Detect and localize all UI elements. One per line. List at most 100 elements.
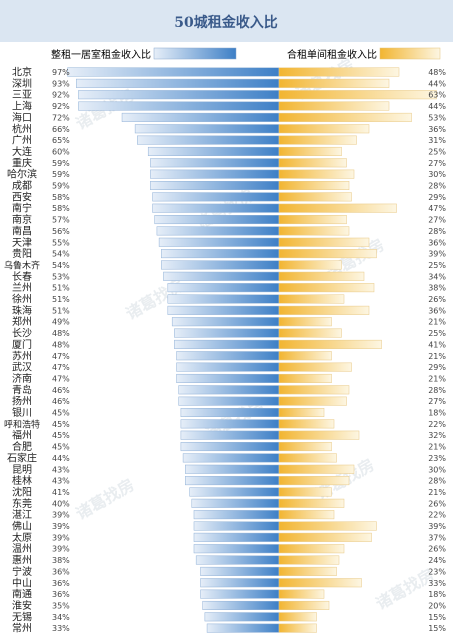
city-label: 沈阳	[12, 485, 32, 498]
chart-title: 50城租金收入比	[174, 14, 277, 31]
bar-whole-rent	[178, 396, 280, 406]
value-label-whole-rent: 45%	[52, 443, 70, 452]
bars	[67, 67, 437, 633]
bar-whole-rent	[176, 373, 280, 383]
city-label: 青岛	[12, 383, 32, 396]
bar-shared-rent	[278, 283, 375, 293]
bar-shared-rent	[278, 419, 335, 429]
city-label: 太原	[12, 531, 32, 544]
value-label-shared-rent: 30%	[428, 170, 446, 179]
city-label: 西安	[12, 190, 32, 203]
bar-whole-rent	[152, 192, 280, 202]
bar-whole-rent	[156, 226, 280, 236]
city-label: 东莞	[12, 497, 32, 510]
bar-shared-rent	[278, 78, 390, 88]
city-label: 惠州	[12, 554, 32, 567]
bar-whole-rent	[161, 260, 280, 270]
bar-shared-rent	[278, 453, 337, 463]
value-label-whole-rent: 51%	[52, 295, 70, 304]
bar-whole-rent	[154, 215, 280, 225]
city-label: 长春	[12, 271, 32, 283]
bar-whole-rent	[191, 498, 280, 508]
value-label-shared-rent: 27%	[428, 216, 446, 225]
bar-whole-rent	[150, 169, 280, 179]
bar-shared-rent	[278, 158, 347, 168]
value-label-whole-rent: 47%	[52, 374, 70, 383]
value-label-whole-rent: 34%	[52, 613, 70, 622]
bar-whole-rent	[195, 555, 280, 565]
bar-shared-rent	[278, 339, 382, 349]
bar-whole-rent	[180, 430, 280, 440]
legend: 整租一居室租金收入比 合租单间租金收入比	[51, 47, 441, 61]
value-label-whole-rent: 54%	[52, 250, 70, 259]
bar-shared-rent	[278, 203, 397, 213]
value-label-shared-rent: 23%	[428, 567, 446, 576]
value-label-shared-rent: 44%	[428, 79, 446, 88]
value-label-whole-rent: 38%	[52, 556, 70, 565]
bar-whole-rent	[180, 442, 280, 452]
value-label-whole-rent: 57%	[52, 216, 70, 225]
bar-whole-rent	[158, 237, 280, 247]
value-label-shared-rent: 47%	[428, 204, 446, 213]
bar-shared-rent	[278, 464, 355, 474]
value-label-whole-rent: 39%	[52, 545, 70, 554]
value-label-shared-rent: 36%	[428, 306, 446, 315]
city-label: 湛江	[12, 509, 32, 521]
value-label-whole-rent: 33%	[52, 624, 70, 633]
value-label-whole-rent: 51%	[52, 284, 70, 293]
value-label-shared-rent: 21%	[428, 488, 446, 497]
value-label-shared-rent: 18%	[428, 409, 446, 418]
city-label: 哈尔滨	[7, 168, 37, 181]
value-label-shared-rent: 25%	[428, 261, 446, 270]
city-label: 淮安	[12, 599, 32, 612]
bar-shared-rent	[278, 101, 390, 111]
city-label: 呼和浩特	[4, 418, 40, 430]
legend-left-swatch	[153, 47, 237, 60]
value-label-whole-rent: 48%	[52, 340, 70, 349]
value-label-whole-rent: 97%	[52, 68, 70, 77]
bar-whole-rent	[193, 521, 280, 531]
value-label-whole-rent: 36%	[52, 590, 70, 599]
value-label-shared-rent: 27%	[428, 159, 446, 168]
bar-whole-rent	[185, 476, 280, 486]
city-label: 乌鲁木齐	[4, 259, 40, 271]
value-label-shared-rent: 26%	[428, 499, 446, 508]
value-label-shared-rent: 53%	[428, 113, 446, 122]
city-label: 中山	[12, 576, 32, 589]
bar-whole-rent	[134, 124, 280, 134]
legend-right-label: 合租单间租金收入比	[287, 48, 377, 61]
value-label-shared-rent: 36%	[428, 125, 446, 134]
bar-shared-rent	[278, 146, 342, 156]
bar-shared-rent	[278, 362, 352, 372]
value-label-whole-rent: 55%	[52, 238, 70, 247]
bar-shared-rent	[278, 408, 325, 417]
bar-shared-rent	[278, 623, 317, 633]
city-label: 桂林	[12, 474, 32, 487]
bar-shared-rent	[278, 328, 342, 338]
value-label-whole-rent: 41%	[52, 488, 70, 497]
bar-shared-rent	[278, 226, 350, 236]
bar-shared-rent	[278, 90, 437, 100]
bar-whole-rent	[182, 453, 280, 463]
city-label: 昆明	[12, 464, 32, 476]
city-label: 广州	[12, 135, 32, 147]
value-label-shared-rent: 28%	[428, 386, 446, 395]
value-label-whole-rent: 35%	[52, 601, 70, 610]
value-label-shared-rent: 18%	[428, 590, 446, 599]
value-label-shared-rent: 39%	[428, 522, 446, 531]
city-label: 深圳	[12, 78, 32, 90]
bar-shared-rent	[278, 373, 332, 383]
bar-shared-rent	[278, 271, 365, 281]
bar-whole-rent	[152, 203, 280, 213]
value-label-shared-rent: 31%	[428, 136, 446, 145]
bar-shared-rent	[278, 612, 317, 622]
bar-shared-rent	[278, 135, 357, 145]
bar-whole-rent	[174, 328, 280, 338]
bar-whole-rent	[150, 158, 280, 168]
bar-whole-rent	[76, 78, 280, 88]
city-label: 兰州	[12, 281, 32, 294]
value-label-shared-rent: 34%	[428, 272, 446, 281]
city-label: 温州	[12, 543, 32, 555]
city-label: 贵阳	[12, 247, 32, 260]
